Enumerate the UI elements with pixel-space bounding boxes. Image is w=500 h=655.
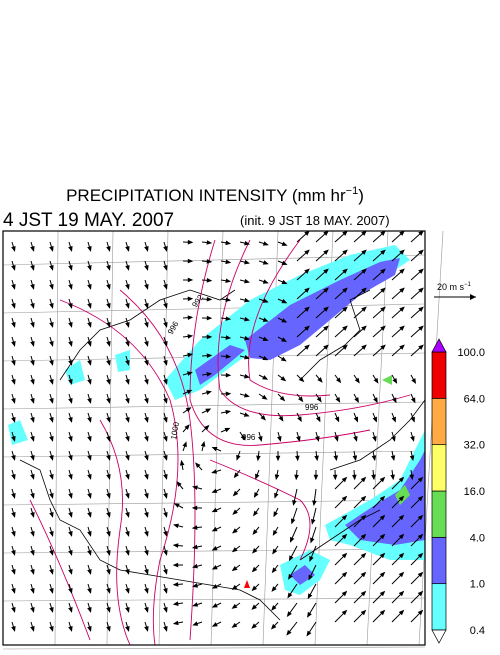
- colorbar-label: 16.0: [464, 486, 485, 498]
- wind-key-exponent: −1: [464, 282, 472, 288]
- colorbar-label: 32.0: [464, 440, 485, 452]
- wind-key-label: 20 m s−1: [437, 282, 472, 292]
- colorbar-segment: [432, 398, 446, 444]
- init-time: (init. 9 JST 18 MAY. 2007): [240, 213, 390, 228]
- colorbar-label: 1.0: [470, 579, 485, 591]
- colorbar: 0.4 1.0 4.0 16.0 32.0 64.0 100.0: [432, 339, 485, 643]
- wind-key: 20 m s−1: [434, 282, 476, 300]
- title-close: ): [358, 186, 364, 205]
- isobar-label: 996: [242, 433, 256, 442]
- wind-key-text: 20 m s: [437, 282, 465, 292]
- colorbar-segment: [432, 491, 446, 537]
- colorbar-over: [432, 339, 446, 352]
- colorbar-label: 4.0: [470, 532, 485, 544]
- title-text: PRECIPITATION INTENSITY (mm hr: [66, 186, 346, 205]
- title: PRECIPITATION INTENSITY (mm hr−1): [66, 185, 364, 205]
- map: 992 996 1000 996 996: [3, 231, 443, 649]
- colorbar-label: 100.0: [457, 347, 485, 359]
- wind-key-head: [470, 294, 476, 300]
- colorbar-segment: [432, 537, 446, 583]
- title-exponent: −1: [346, 185, 359, 197]
- colorbar-label: 64.0: [464, 393, 485, 405]
- colorbar-segment: [432, 352, 446, 398]
- isobar-label: 996: [305, 403, 319, 412]
- colorbar-segment: [432, 584, 446, 630]
- colorbar-label: 0.4: [470, 625, 485, 637]
- colorbar-under: [432, 630, 446, 643]
- colorbar-segment: [432, 445, 446, 491]
- grid-line: [3, 647, 425, 649]
- valid-time: 4 JST 19 MAY. 2007: [3, 210, 174, 231]
